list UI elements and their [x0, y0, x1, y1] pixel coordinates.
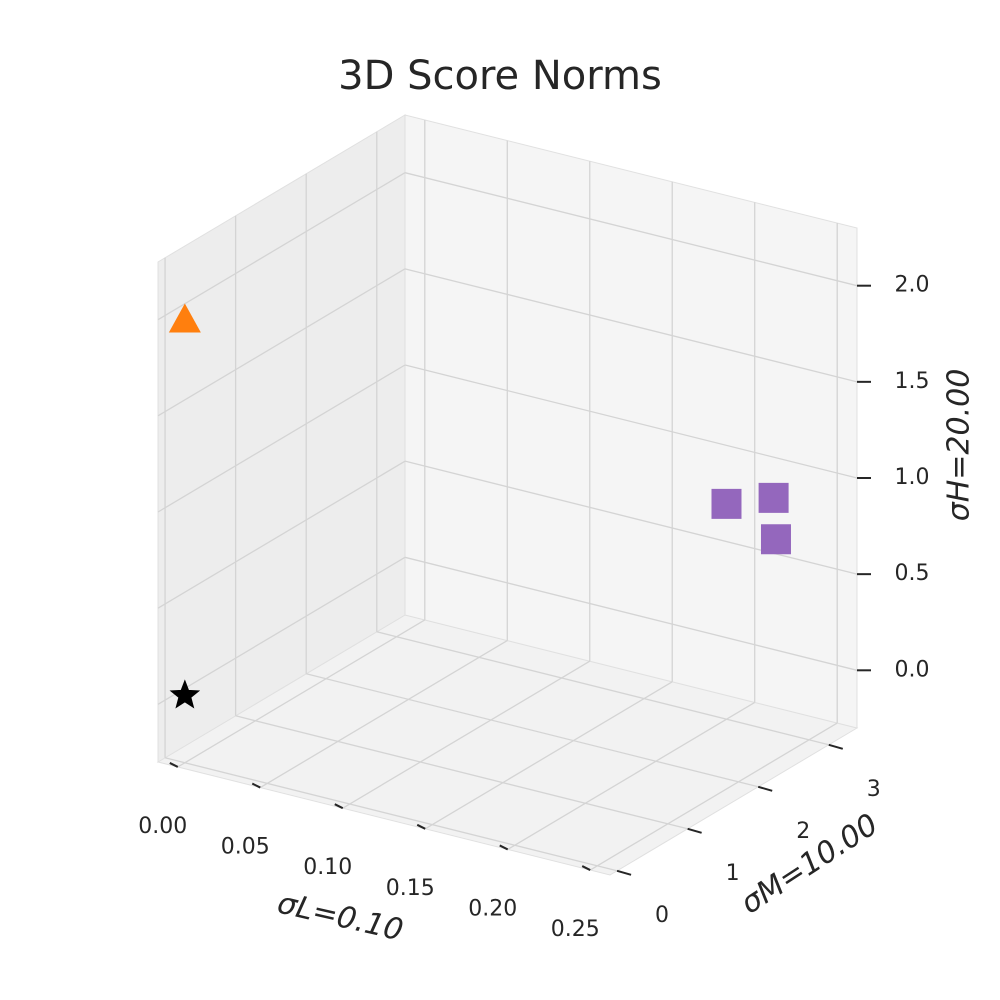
y-tick-label: 2	[796, 819, 810, 844]
point	[169, 679, 201, 709]
point	[758, 482, 789, 513]
x-tick	[581, 865, 591, 871]
x-tick-label: 0.05	[221, 835, 270, 860]
grid-line	[157, 556, 406, 705]
grid-line	[376, 631, 829, 746]
x-tick-label: 0.00	[138, 814, 187, 839]
grid-line	[424, 681, 673, 830]
y-tick-label: 0	[655, 903, 669, 928]
y-tick-label: 1	[726, 861, 740, 886]
grid-line	[589, 722, 838, 871]
grid-line	[306, 673, 759, 788]
grid-line	[404, 556, 858, 671]
z-tick-label: 0.5	[895, 561, 930, 586]
point	[760, 524, 791, 555]
x-tick	[416, 823, 426, 830]
grid-line	[235, 715, 688, 830]
grid-line	[157, 460, 406, 609]
grid-line	[404, 172, 858, 287]
y-tick	[828, 743, 844, 750]
grid-line	[157, 364, 406, 513]
chart-title: 3D Score Norms	[338, 53, 662, 99]
z-tick-label: 1.5	[895, 369, 930, 394]
x-tick-label: 0.20	[468, 896, 517, 921]
x-tick	[334, 803, 344, 810]
grid-line	[342, 660, 591, 809]
z-tick-label: 0.0	[895, 657, 930, 682]
z-tick-label: 1.0	[895, 465, 930, 490]
grid-line	[157, 268, 406, 417]
grid-line	[164, 757, 618, 872]
x-tick	[251, 782, 261, 789]
z-tick-label: 2.0	[895, 273, 930, 298]
grid-line	[404, 460, 858, 575]
grid-line	[507, 701, 756, 850]
point	[711, 488, 742, 519]
z-axis-label: σH=20.00	[942, 369, 977, 522]
y-tick	[616, 869, 632, 876]
grid-line	[404, 268, 858, 383]
y-tick	[757, 785, 773, 792]
point	[168, 303, 201, 333]
y-tick	[687, 827, 702, 834]
grid-line	[177, 619, 426, 768]
grid-line	[259, 640, 508, 789]
x-tick-label: 0.25	[551, 917, 600, 942]
x-tick	[499, 844, 509, 851]
y-tick-label: 3	[867, 777, 881, 802]
x-tick-label: 0.10	[303, 855, 352, 880]
x-tick	[169, 762, 179, 768]
x-tick-label: 0.15	[386, 876, 435, 901]
grid-line	[157, 172, 406, 321]
grid-line	[404, 364, 858, 479]
